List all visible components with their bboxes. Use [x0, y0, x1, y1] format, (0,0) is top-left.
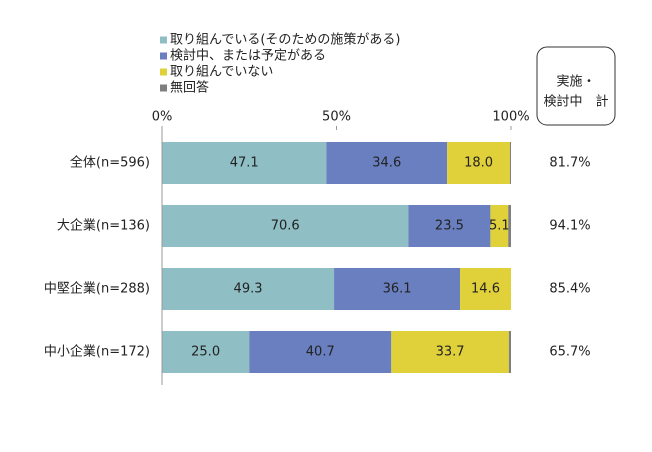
category-label: 全体(n=596)	[70, 155, 150, 171]
legend-label: 無回答	[170, 80, 209, 96]
value-label: 40.7	[306, 345, 335, 360]
legend-swatch	[160, 52, 167, 60]
bar-segment	[447, 142, 510, 184]
value-label: 47.1	[230, 156, 259, 171]
value-label: 33.7	[436, 345, 465, 360]
value-label: 25.0	[191, 345, 220, 360]
bar-segment	[162, 331, 250, 373]
category-label: 大企業(n=136)	[57, 218, 150, 234]
bar-segment	[249, 331, 392, 373]
value-label: 5.1	[489, 219, 510, 234]
x-tick-label: 50%	[322, 110, 351, 125]
total-header: 検討中 計	[543, 94, 608, 110]
value-label: 49.3	[234, 282, 263, 297]
total-header: 実施・	[556, 74, 595, 90]
legend-swatch	[160, 84, 167, 92]
category-label: 中小企業(n=172)	[44, 344, 150, 360]
legend-label: 検討中、または予定がある	[170, 48, 326, 64]
total-label: 65.7%	[549, 345, 590, 360]
category-label: 中堅企業(n=288)	[44, 281, 150, 297]
value-label: 14.6	[471, 282, 500, 297]
value-label: 23.5	[435, 219, 464, 234]
legend-label: 取り組んでいる(そのための施策がある)	[170, 32, 401, 48]
x-tick-label: 100%	[492, 110, 529, 125]
value-label: 18.0	[464, 156, 493, 171]
value-label: 34.6	[372, 156, 401, 171]
bar-segment	[508, 205, 511, 247]
total-label: 94.1%	[549, 219, 590, 234]
legend-swatch	[160, 68, 167, 76]
total-header-box	[536, 46, 616, 126]
bar-segment	[408, 205, 491, 247]
value-label: 70.6	[271, 219, 300, 234]
value-label: 36.1	[383, 282, 412, 297]
bar-segment	[162, 268, 335, 310]
bar-segment	[162, 142, 327, 184]
bar-segment	[326, 142, 448, 184]
legend-label: 取り組んでいない	[170, 65, 273, 80]
legend-swatch	[160, 36, 167, 44]
bar-segment	[490, 205, 509, 247]
total-label: 81.7%	[549, 156, 590, 171]
bar-segment	[391, 331, 509, 373]
total-label: 85.4%	[549, 282, 590, 297]
bar-segment	[334, 268, 461, 310]
bar-segment	[508, 331, 511, 373]
bar-segment	[460, 268, 511, 310]
bar-segment	[162, 205, 409, 247]
bar-segment	[509, 142, 511, 184]
x-tick-label: 0%	[152, 110, 173, 125]
